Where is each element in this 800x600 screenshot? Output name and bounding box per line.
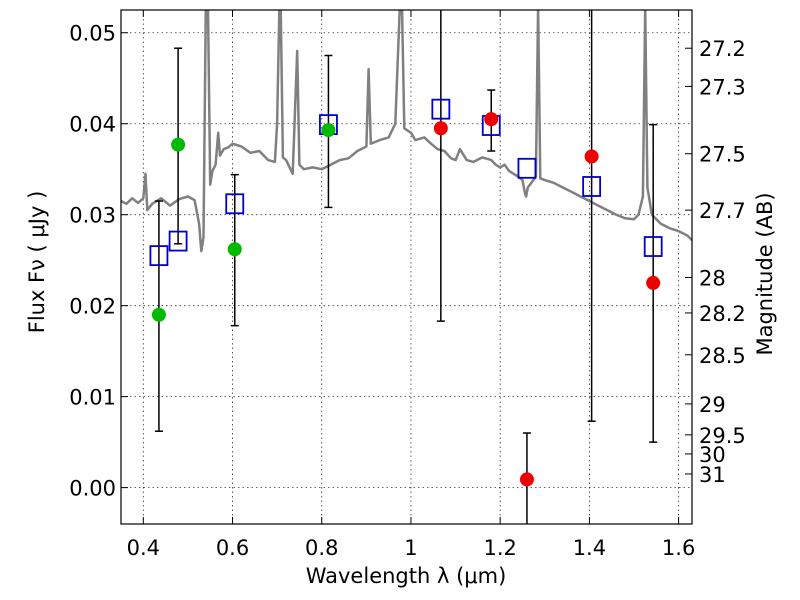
y-tick-label: 0.05: [69, 22, 116, 46]
y-axis-label: Flux Fν ( μJy ): [25, 191, 49, 334]
magnitude-tick-label: 31: [699, 463, 726, 487]
x-tick-label: 1.2: [483, 536, 516, 560]
model-flux-square: [582, 176, 602, 197]
observed-red-point: [484, 112, 499, 127]
magnitude-tick-label: 27.3: [699, 75, 746, 99]
y-tick-label: 0.01: [69, 386, 116, 410]
plot-frame: [120, 9, 693, 525]
magnitude-tick-label: 30: [699, 443, 726, 467]
x-tick-label: 0.4: [127, 536, 160, 560]
magnitude-tick-label: 28.2: [699, 302, 746, 326]
observed-red-point: [433, 121, 448, 136]
plot-area: [121, 10, 692, 524]
y-tick-label: 0.02: [69, 295, 116, 319]
magnitude-tick-label: 27.2: [699, 37, 746, 61]
observed-green-point: [321, 123, 336, 138]
model-flux-square: [643, 236, 663, 257]
magnitude-tick-label: 27.5: [699, 143, 746, 167]
x-tick-label: 1: [404, 536, 417, 560]
y-tick-label: 0.04: [69, 113, 116, 137]
observed-red-point: [584, 149, 599, 164]
model-spectrum-line: [121, 10, 692, 253]
model-flux-square: [168, 230, 188, 252]
model-flux-square: [225, 193, 245, 215]
observed-red-point: [646, 275, 661, 290]
y-axis-right-label: Magnitude (AB): [753, 192, 777, 355]
x-tick-label: 0.8: [305, 536, 338, 560]
y-tick-label: 0.03: [69, 204, 116, 228]
x-tick-label: 0.6: [216, 536, 249, 560]
observed-green-point: [227, 242, 242, 257]
model-flux-square: [149, 245, 169, 267]
x-tick-label: 1.6: [662, 536, 695, 560]
magnitude-tick-label: 28.5: [699, 344, 746, 368]
x-axis-label: Wavelength λ (μm): [306, 564, 507, 588]
axis-ticks: 0.4 0.6 0.8 1 1.2 1.4 1.6 0.00 0.01 0.02 0.03 0.04 0…: [69, 10, 746, 560]
magnitude-tick-label: 28: [699, 266, 726, 290]
magnitude-tick-label: 29.5: [699, 424, 746, 448]
x-tick-label: 1.4: [573, 536, 606, 560]
grid: [121, 10, 692, 524]
observed-green-point: [151, 307, 166, 322]
model-flux-square: [431, 98, 451, 120]
observed-green-point: [171, 137, 186, 152]
model-flux-square: [517, 157, 537, 179]
observed-red-point: [519, 472, 534, 487]
magnitude-tick-label: 27.7: [699, 199, 746, 223]
y-tick-label: 0.00: [69, 477, 116, 501]
magnitude-tick-label: 29: [699, 393, 726, 417]
